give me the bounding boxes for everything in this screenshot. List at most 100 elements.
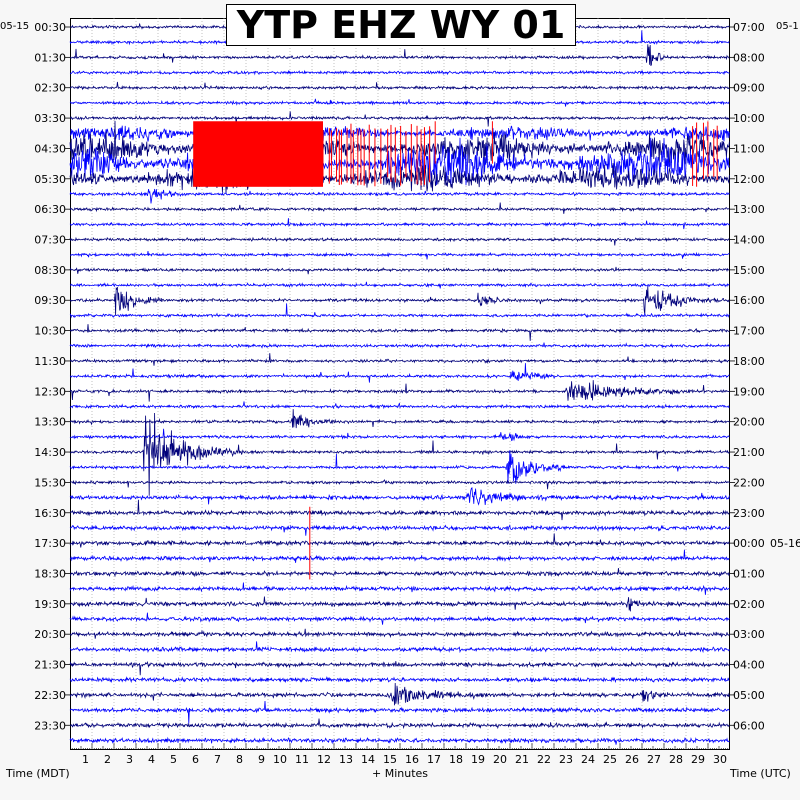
seismic-trace — [69, 582, 730, 595]
x-tick-label: 24 — [581, 753, 595, 766]
seismic-trace — [69, 736, 730, 745]
seismic-trace — [69, 487, 730, 506]
seismic-trace — [69, 380, 730, 402]
seismic-trace — [69, 660, 730, 676]
x-tick-label: 2 — [104, 753, 111, 766]
seismic-trace — [69, 612, 730, 625]
x-tick-label: 28 — [669, 753, 683, 766]
right-axis-tick-label: 09:00 — [733, 82, 765, 95]
seismic-trace — [69, 479, 730, 490]
seismic-trace — [69, 303, 730, 319]
left-axis-tick-label: 08:30 — [34, 264, 66, 277]
seismic-trace — [69, 69, 730, 76]
right-axis-label: Time (UTC) — [730, 767, 791, 780]
right-axis-tick-label: 17:00 — [733, 325, 765, 338]
seismic-trace — [69, 641, 730, 654]
start-date-left: 05-15 — [0, 21, 30, 32]
seismic-trace — [69, 533, 730, 548]
seismic-trace — [69, 353, 730, 366]
left-axis-tick-label: 12:30 — [34, 385, 66, 398]
seismic-trace — [69, 120, 730, 175]
clipped-signal-block — [193, 121, 323, 187]
left-axis-tick-label: 11:30 — [34, 355, 66, 368]
left-axis-tick-label: 14:30 — [34, 446, 66, 459]
x-tick-label: 9 — [258, 753, 265, 766]
seismic-trace — [70, 251, 730, 260]
seismic-trace — [69, 266, 730, 275]
left-axis-tick-label: 23:30 — [34, 719, 66, 732]
left-axis-tick-label: 21:30 — [34, 659, 66, 672]
seismic-trace — [69, 281, 730, 289]
x-tick-label: 18 — [449, 753, 463, 766]
x-tick-label: 30 — [713, 753, 727, 766]
seismic-trace — [69, 412, 730, 496]
x-tick-label: 8 — [236, 753, 243, 766]
right-axis-tick-label: 03:00 — [733, 628, 765, 641]
left-axis-label: Time (MDT) — [6, 767, 70, 780]
right-axis-tick-label: 18:00 — [733, 355, 765, 368]
left-axis-tick-label: 10:30 — [34, 325, 66, 338]
x-tick-label: 27 — [647, 753, 661, 766]
x-axis-label: + Minutes — [372, 767, 429, 780]
left-axis-tick-label: 18:30 — [34, 567, 66, 580]
x-tick-label: 20 — [493, 753, 507, 766]
x-tick-label: 16 — [405, 753, 419, 766]
x-tick-label: 6 — [192, 753, 199, 766]
x-tick-label: 11 — [295, 753, 309, 766]
seismic-trace — [69, 409, 730, 429]
x-tick-label: 15 — [383, 753, 397, 766]
left-axis-tick-label: 04:30 — [34, 142, 66, 155]
x-tick-label: 1 — [82, 753, 89, 766]
right-axis-tick-label: 10:00 — [733, 112, 765, 125]
seismic-trace — [69, 676, 730, 684]
seismic-trace — [69, 682, 730, 706]
left-axis-tick-label: 13:30 — [34, 416, 66, 429]
left-axis-tick-label: 05:30 — [34, 173, 66, 186]
right-axis-tick-label: 06:00 — [733, 719, 765, 732]
right-axis-tick-label: 14:00 — [733, 234, 765, 247]
seismic-trace — [69, 567, 730, 578]
x-tick-label: 25 — [603, 753, 617, 766]
left-axis-tick-label: 03:30 — [34, 112, 66, 125]
right-axis-tick-label: 15:00 — [733, 264, 765, 277]
x-tick-label: 10 — [273, 753, 287, 766]
right-axis-tick-label: 12:00 — [733, 173, 765, 186]
x-tick-label: 17 — [427, 753, 441, 766]
seismic-trace — [69, 122, 730, 145]
seismic-trace — [69, 628, 730, 639]
seismic-trace — [69, 450, 730, 484]
seismic-trace — [69, 163, 730, 194]
x-tick-label: 29 — [691, 753, 705, 766]
x-tick-label: 14 — [361, 753, 375, 766]
x-tick-label: 4 — [148, 753, 155, 766]
seismic-trace — [69, 342, 730, 349]
right-axis-tick-label: 08:00 — [733, 51, 765, 64]
right-axis-tick-label: 22:00 — [733, 476, 765, 489]
x-tick-label: 13 — [339, 753, 353, 766]
seismic-trace — [69, 524, 730, 536]
left-axis-tick-label: 00:30 — [34, 21, 66, 34]
seismic-trace — [69, 44, 730, 67]
x-tick-label: 26 — [625, 753, 639, 766]
seismic-trace — [69, 596, 730, 612]
date-change-label: 05-16 — [770, 537, 800, 550]
left-axis-tick-label: 15:30 — [34, 476, 66, 489]
left-axis-tick-label: 17:30 — [34, 537, 66, 550]
right-axis-tick-label: 00:00 — [733, 537, 765, 550]
seismic-trace — [69, 286, 730, 316]
seismic-trace — [69, 700, 730, 724]
right-axis-tick-label: 20:00 — [733, 416, 765, 429]
seismic-trace — [69, 236, 730, 246]
x-tick-label: 12 — [317, 753, 331, 766]
seismic-trace — [69, 428, 730, 442]
seismic-trace — [69, 401, 730, 410]
seismic-trace — [69, 188, 730, 204]
right-axis-tick-label: 05:00 — [733, 689, 765, 702]
right-axis-tick-label: 19:00 — [733, 385, 765, 398]
right-axis-tick-label: 01:00 — [733, 567, 765, 580]
start-date-right: 05-1 — [776, 21, 799, 32]
seismic-trace — [69, 363, 730, 383]
right-axis-tick-label: 11:00 — [733, 142, 765, 155]
x-tick-label: 3 — [126, 753, 133, 766]
